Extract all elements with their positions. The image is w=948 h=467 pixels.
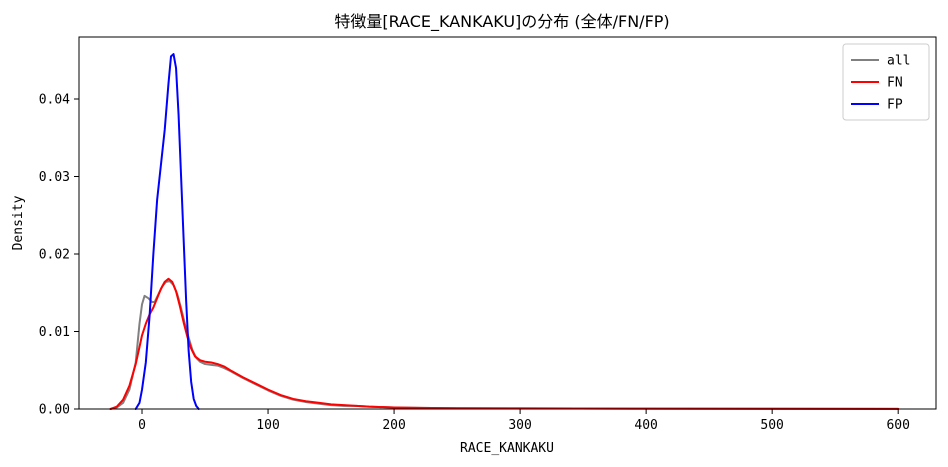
y-tick-label: 0.02 bbox=[39, 248, 70, 263]
chart-title: 特徴量[RACE_KANKAKU]の分布 (全体/FN/FP) bbox=[334, 12, 669, 32]
x-tick-label: 600 bbox=[886, 418, 909, 433]
y-tick-label: 0.01 bbox=[39, 325, 70, 340]
x-axis: 0 100 200 300 400 500 600 bbox=[138, 409, 910, 433]
legend: all FN FP bbox=[842, 43, 930, 121]
x-tick-label: 100 bbox=[256, 418, 279, 433]
x-tick-label: 200 bbox=[382, 418, 405, 433]
x-tick-label: 400 bbox=[634, 418, 657, 433]
y-axis-label: Density bbox=[11, 195, 26, 250]
x-tick-label: 500 bbox=[760, 418, 783, 433]
y-tick-label: 0.03 bbox=[39, 170, 70, 185]
series-line-fp bbox=[134, 53, 200, 410]
y-axis: 0.00 0.01 0.02 0.03 0.04 bbox=[39, 93, 79, 418]
series-layer bbox=[109, 53, 900, 410]
y-tick-label: 0.04 bbox=[39, 93, 70, 108]
x-tick-label: 0 bbox=[138, 418, 146, 433]
legend-label-fn: FN bbox=[887, 76, 903, 91]
x-tick-label: 300 bbox=[508, 418, 531, 433]
legend-label-all: all bbox=[887, 54, 910, 69]
legend-box bbox=[842, 43, 930, 121]
plot-frame bbox=[78, 36, 937, 410]
series-line-fn bbox=[109, 277, 900, 410]
legend-label-fp: FP bbox=[887, 98, 903, 113]
y-tick-label: 0.00 bbox=[39, 403, 70, 418]
x-axis-label: RACE_KANKAKU bbox=[460, 441, 554, 456]
plot-area: 0 100 200 300 400 500 600 0.00 0.01 0.02 0.03 0.04 bbox=[39, 36, 937, 433]
